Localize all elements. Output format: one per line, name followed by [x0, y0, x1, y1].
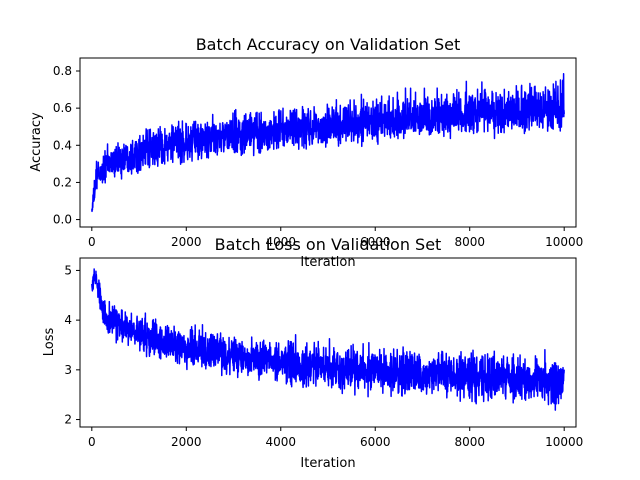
- loss-x-ticks: 0 2000 4000 6000 8000 10000: [88, 427, 583, 449]
- accuracy-y-tick-label: 0.8: [53, 64, 72, 78]
- loss-x-tick-label: 10000: [545, 435, 583, 449]
- loss-y-tick-label: 4: [64, 313, 72, 327]
- loss-x-tick-label: 4000: [265, 435, 296, 449]
- loss-chart-title: Batch Loss on Validation Set: [215, 235, 442, 254]
- loss-y-axis-label: Loss: [42, 328, 57, 357]
- loss-axes-frame: [79, 257, 577, 428]
- loss-x-tick-label: 8000: [454, 435, 485, 449]
- accuracy-x-tick-label: 6000: [360, 235, 391, 249]
- accuracy-x-tick-label: 4000: [265, 235, 296, 249]
- accuracy-y-ticks: 0.0 0.2 0.4 0.6 0.8: [53, 64, 80, 227]
- loss-x-tick-label: 6000: [360, 435, 391, 449]
- accuracy-y-tick-label: 0.0: [53, 213, 72, 227]
- accuracy-x-tick-label: 0: [88, 235, 96, 249]
- loss-series-line: [91, 268, 565, 411]
- accuracy-series-line: [91, 72, 565, 213]
- accuracy-x-axis-label: Iteration: [300, 255, 355, 270]
- accuracy-chart-title: Batch Accuracy on Validation Set: [196, 35, 461, 54]
- loss-subplot: 0 2000 4000 6000 8000 10000 2 3 4 5 Batch Loss o…: [42, 235, 583, 471]
- loss-y-tick-label: 3: [64, 363, 72, 377]
- accuracy-y-tick-label: 0.4: [53, 138, 72, 152]
- loss-x-tick-label: 2000: [171, 435, 202, 449]
- accuracy-x-tick-label: 8000: [454, 235, 485, 249]
- accuracy-x-ticks: 0 2000 4000 6000 8000 10000: [88, 227, 583, 249]
- loss-y-tick-label: 2: [64, 413, 72, 427]
- loss-x-tick-label: 0: [88, 435, 96, 449]
- accuracy-y-tick-label: 0.2: [53, 175, 72, 189]
- accuracy-y-tick-label: 0.6: [53, 101, 72, 115]
- loss-plot-area: [91, 268, 565, 411]
- loss-y-tick-label: 5: [64, 263, 72, 277]
- accuracy-y-axis-label: Accuracy: [29, 112, 44, 172]
- accuracy-plot-area: [91, 72, 565, 213]
- accuracy-x-tick-label: 2000: [171, 235, 202, 249]
- accuracy-axes-frame: [79, 57, 577, 228]
- loss-y-ticks: 2 3 4 5: [64, 263, 80, 427]
- accuracy-subplot: Batch Accuracy on Validation Set 0 2000 40…: [29, 35, 583, 270]
- loss-x-axis-label: Iteration: [300, 456, 355, 471]
- accuracy-x-tick-label: 10000: [545, 235, 583, 249]
